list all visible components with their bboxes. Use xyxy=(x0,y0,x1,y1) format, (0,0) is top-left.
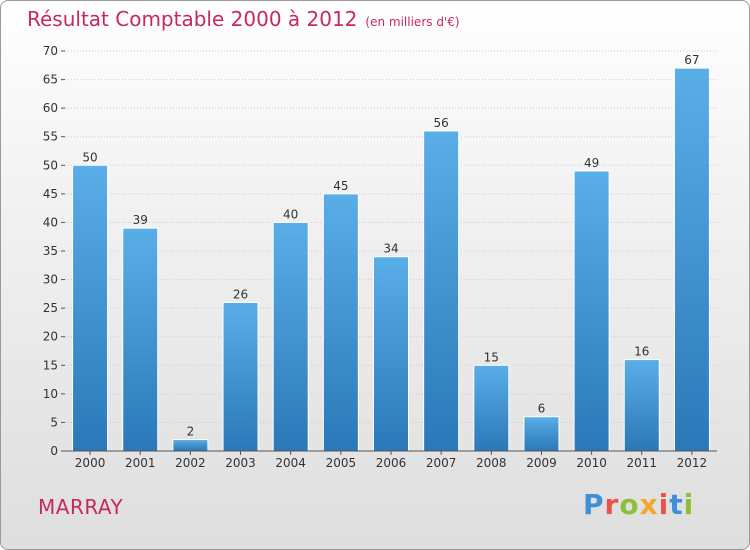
y-tick-label: 65 xyxy=(43,73,58,87)
x-tick-label-2003: 2003 xyxy=(225,456,256,470)
logo-letter: i xyxy=(658,488,670,521)
bar-2011 xyxy=(623,359,660,452)
data-label-2000: 50 xyxy=(82,150,97,164)
y-tick-label: 60 xyxy=(43,101,58,115)
bar-2010 xyxy=(573,170,610,452)
bars xyxy=(72,67,710,452)
data-label-2010: 49 xyxy=(584,156,599,170)
proxiti-logo: Proxiti xyxy=(583,488,694,521)
y-tick-label: 45 xyxy=(43,187,58,201)
data-label-2002: 2 xyxy=(187,425,195,439)
x-tick-label-2011: 2011 xyxy=(626,456,657,470)
y-tick-label: 50 xyxy=(43,158,58,172)
y-tick-label: 30 xyxy=(43,273,58,287)
x-tick-label-2002: 2002 xyxy=(175,456,206,470)
x-tick-label-2005: 2005 xyxy=(326,456,357,470)
bar-2001 xyxy=(122,227,159,452)
data-label-2006: 34 xyxy=(383,242,398,256)
y-tick-label: 35 xyxy=(43,244,58,258)
x-tick-label-2007: 2007 xyxy=(426,456,457,470)
x-tick-label-2012: 2012 xyxy=(677,456,708,470)
data-label-2003: 26 xyxy=(233,287,248,301)
y-tick-label: 10 xyxy=(43,387,58,401)
chart-title-text: Résultat Comptable 2000 à 2012 xyxy=(27,7,358,31)
y-axis-ticks: 0 5 10 15 20 25 30 35 40 45 50 55 60 65 70 xyxy=(43,44,65,458)
y-tick-label: 15 xyxy=(43,358,58,372)
logo-letter: t xyxy=(669,488,684,521)
data-label-2008: 15 xyxy=(484,350,499,364)
data-label-2009: 6 xyxy=(538,402,546,416)
commune-name: MARRAY xyxy=(38,495,124,519)
y-tick-label: 55 xyxy=(43,130,58,144)
logo-letter: i xyxy=(683,488,695,521)
bar-2008 xyxy=(473,364,510,452)
bar-2005 xyxy=(322,193,359,452)
bar-2012 xyxy=(673,67,710,452)
bar-2006 xyxy=(373,256,409,452)
bar-2003 xyxy=(222,301,259,452)
bar-2007 xyxy=(423,130,460,452)
logo-letter: P xyxy=(583,488,605,521)
y-tick-label: 25 xyxy=(43,301,58,315)
x-tick-label-2010: 2010 xyxy=(576,456,607,470)
bar-2002 xyxy=(172,439,209,452)
logo-letter: r xyxy=(604,488,620,521)
x-tick-label-2009: 2009 xyxy=(526,456,557,470)
y-tick-label: 0 xyxy=(50,444,58,458)
x-tick-label-2008: 2008 xyxy=(476,456,507,470)
y-tick-label: 70 xyxy=(43,44,58,58)
data-labels: 50 39 2 26 40 45 34 56 15 6 49 16 67 xyxy=(82,53,699,438)
data-label-2007: 56 xyxy=(434,116,449,130)
bar-2000 xyxy=(72,164,109,452)
chart-title: Résultat Comptable 2000 à 2012 (en millie… xyxy=(27,7,460,31)
chart-subtitle: (en milliers d'€) xyxy=(365,15,460,29)
y-tick-label: 5 xyxy=(50,415,58,429)
data-label-2011: 16 xyxy=(634,345,649,359)
x-tick-label-2001: 2001 xyxy=(125,456,156,470)
x-tick-label-2006: 2006 xyxy=(376,456,407,470)
data-label-2001: 39 xyxy=(133,213,148,227)
x-tick-label-2004: 2004 xyxy=(275,456,306,470)
data-label-2005: 45 xyxy=(333,179,348,193)
bar-2009 xyxy=(523,416,560,452)
logo-letter: x xyxy=(639,488,659,521)
x-tick-label-2000: 2000 xyxy=(75,456,106,470)
bar-2004 xyxy=(272,221,309,452)
x-axis-ticks: 2000 2001 2002 2003 2004 2005 2006 2007 2008 2009… xyxy=(75,451,707,470)
y-tick-label: 20 xyxy=(43,330,58,344)
logo-letter: o xyxy=(619,488,640,521)
y-tick-label: 40 xyxy=(43,215,58,229)
data-label-2012: 67 xyxy=(684,53,699,67)
data-label-2004: 40 xyxy=(283,207,298,221)
